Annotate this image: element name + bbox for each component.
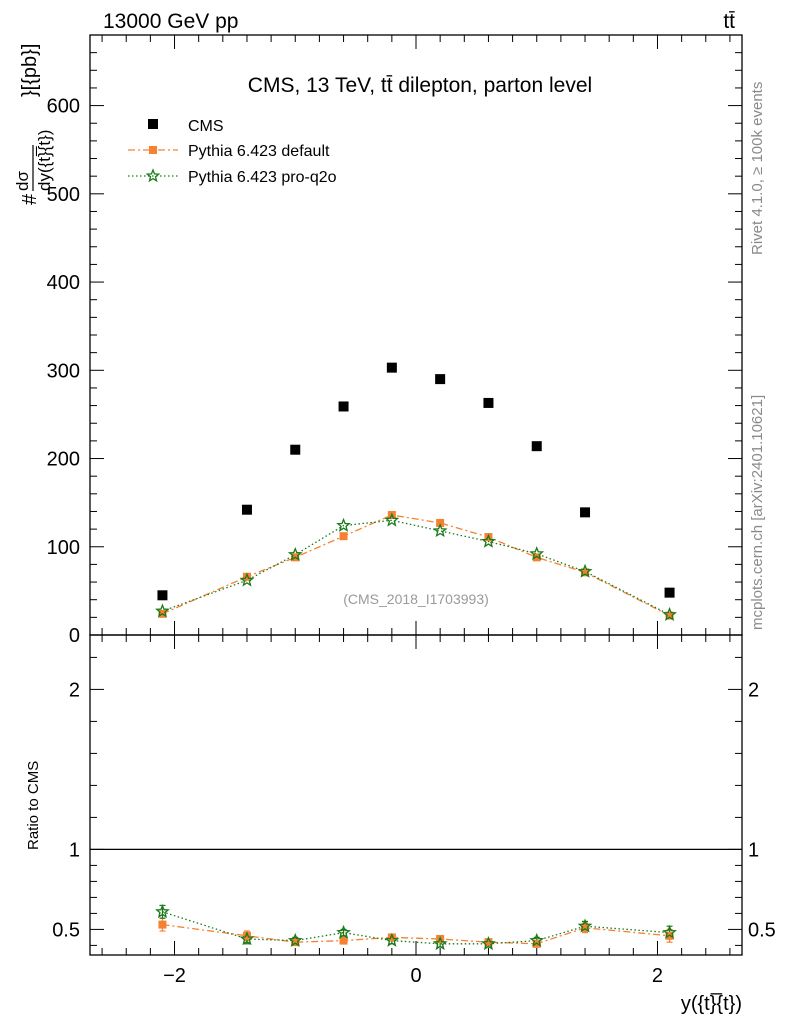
header-left: 13000 GeV pp <box>103 10 238 33</box>
rivet-label: Rivet 4.1.0, ≥ 100k events <box>749 82 766 255</box>
point-proq2o <box>432 523 448 538</box>
y-label-numerator: dσ <box>13 171 32 191</box>
point-default <box>436 518 445 527</box>
ratio-point-default <box>158 920 167 929</box>
ratio-ytick-label-left: 2 <box>69 679 80 701</box>
ratio-point-default <box>387 933 396 942</box>
point-default <box>532 553 541 562</box>
ratio-point-proq2o <box>287 932 303 947</box>
point-cms <box>483 397 494 408</box>
main-ytick-label: 200 <box>47 449 80 471</box>
ratio-point-default <box>291 938 300 947</box>
ratio-ytick-label-left: 1 <box>69 839 80 861</box>
ratio-point-proq2o <box>481 936 496 951</box>
point-proq2o <box>287 546 303 561</box>
ratio-ytick-label-left: 0.5 <box>52 919 80 941</box>
point-default <box>581 568 590 577</box>
y-label-denominator: dy({t}̅{t}) <box>35 130 54 191</box>
legend-marker-cms <box>148 119 158 129</box>
point-proq2o <box>577 563 593 578</box>
point-default <box>339 532 348 541</box>
ratio-line-proq2o <box>162 911 670 945</box>
ratio-ytick-label-right: 2 <box>748 679 759 701</box>
main-ticks: 0 100 200 300 400 500 600 <box>47 34 742 647</box>
main-ytick-label: 600 <box>47 96 80 118</box>
ratio-point-proq2o <box>239 931 255 946</box>
point-proq2o <box>155 603 170 618</box>
point-default <box>665 611 674 620</box>
main-panel: 0 100 200 300 400 500 600 CMS, 13 TeV, tt̄ dil… <box>13 34 743 647</box>
header-right: tt̄ <box>723 10 735 33</box>
point-proq2o <box>336 517 351 532</box>
series-line-default <box>162 514 670 617</box>
ratio-ytick-label-right: 0.5 <box>748 919 776 941</box>
legend-entry-default: Pythia 6.423 default <box>128 143 330 160</box>
ratio-point-proq2o <box>577 918 593 933</box>
point-cms <box>531 441 542 452</box>
ratio-ytick-label-right: 1 <box>748 839 759 861</box>
ratio-point-proq2o <box>529 932 545 947</box>
point-proq2o <box>239 572 255 587</box>
point-cms <box>157 590 168 601</box>
ratio-point-default <box>339 936 348 945</box>
legend-marker-proq2o <box>145 168 161 183</box>
ratio-point-default <box>484 938 493 947</box>
point-cms <box>580 507 591 518</box>
point-cms <box>241 504 252 515</box>
ratio-point-proq2o <box>662 924 677 939</box>
main-ytick-label: 100 <box>47 537 80 559</box>
ratio-point-default <box>242 931 251 940</box>
point-default <box>242 572 251 581</box>
ratio-ticks: 0.5 0.5 1 1 2 2 −2 0 2 <box>52 635 776 987</box>
ratio-point-proq2o <box>384 932 400 947</box>
ratio-panel: 0.5 0.5 1 1 2 2 −2 0 2 Ratio to CMS y({t}̅{t}) <box>25 634 776 1015</box>
point-cms <box>435 374 446 385</box>
chart-title: CMS, 13 TeV, tt̄ dilepton, parton level <box>248 74 592 97</box>
point-cms <box>338 401 349 412</box>
point-cms <box>664 587 675 598</box>
ratio-frame <box>89 634 743 956</box>
legend-entry-cms: CMS <box>148 118 224 135</box>
point-proq2o <box>529 546 545 561</box>
legend-label-cms: CMS <box>188 118 224 135</box>
mcplots-label: mcplots.cern.ch [arXiv:2401.10621] <box>749 395 766 630</box>
point-proq2o <box>481 533 496 548</box>
y-label-prefix: # <box>19 193 41 205</box>
legend: CMS Pythia 6.423 default Pythia 6.423 pr… <box>128 118 337 186</box>
legend-entry-proq2o: Pythia 6.423 pro-q2o <box>128 168 337 186</box>
point-cms <box>386 362 397 373</box>
y-axis-label: # dσ dy({t}̅{t}) }[{pb}] <box>13 44 54 205</box>
legend-label-proq2o: Pythia 6.423 pro-q2o <box>188 169 337 186</box>
point-cms <box>290 444 301 455</box>
ratio-xtick-label: 0 <box>410 965 421 987</box>
main-ytick-label: 0 <box>69 625 80 647</box>
main-ytick-label: 400 <box>47 272 80 294</box>
y-label-unit: }[{pb}] <box>19 44 41 97</box>
legend-marker-default <box>149 146 157 154</box>
point-proq2o <box>662 606 677 621</box>
series-line-proq2o <box>162 519 670 616</box>
main-ytick-label: 300 <box>47 360 80 382</box>
ratio-xtick-label: 2 <box>652 965 663 987</box>
ratio-point-proq2o <box>432 936 448 951</box>
ratio-point-proq2o <box>155 904 170 919</box>
ratio-y-label: Ratio to CMS <box>25 761 42 850</box>
x-axis-label: y({t}̅{t}) <box>681 992 742 1015</box>
watermark: (CMS_2018_I1703993) <box>343 591 489 607</box>
ratio-series-layer <box>155 904 677 951</box>
main-series-layer <box>155 362 677 621</box>
ratio-point-proq2o <box>336 924 351 939</box>
main-ytick-label: 500 <box>47 184 80 206</box>
point-proq2o <box>384 512 400 527</box>
ratio-line-default <box>162 923 670 945</box>
ratio-xtick-label: −2 <box>163 965 186 987</box>
legend-label-default: Pythia 6.423 default <box>188 143 330 160</box>
ratio-point-default <box>581 923 590 932</box>
